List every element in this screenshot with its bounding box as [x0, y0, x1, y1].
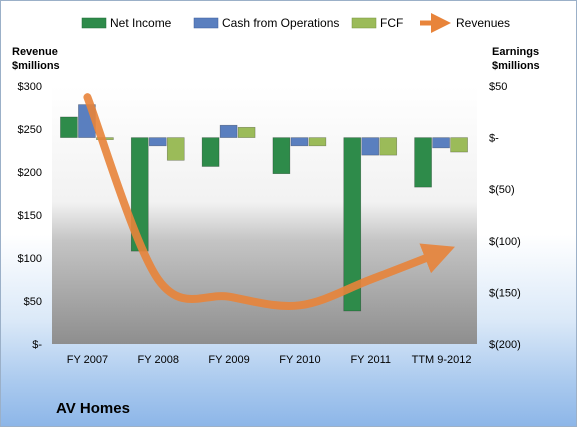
bar-net-income [343, 137, 362, 312]
bar-cash-from-operations [219, 124, 238, 138]
bar-fcf [237, 126, 256, 138]
right-tick-label: $50 [489, 81, 507, 93]
legend-swatch-cash-from-operations [193, 17, 219, 29]
legend-swatch-fcf [351, 17, 377, 29]
right-tick-label: $(150) [489, 287, 521, 299]
right-axis-title-line1: Earnings [492, 46, 539, 58]
bar-cash-from-operations [432, 137, 450, 149]
bar-net-income [414, 137, 432, 188]
chart-title: AV Homes [56, 400, 130, 417]
category-label: FY 2010 [279, 354, 320, 366]
bar-cash-from-operations [148, 137, 167, 147]
bar-fcf [450, 137, 468, 153]
category-label: FY 2009 [208, 354, 249, 366]
legend: Net Income Cash from Operations FCF Reve… [81, 13, 510, 33]
right-tick-label: $(100) [489, 236, 521, 248]
left-axis-title-line2: $millions [12, 60, 60, 72]
left-tick-label: $250 [18, 124, 42, 136]
bar-cash-from-operations [290, 137, 309, 147]
legend-label-fcf: FCF [380, 16, 403, 30]
right-tick-label: $- [489, 133, 499, 145]
bar-net-income [201, 137, 220, 167]
bar-fcf [308, 137, 327, 147]
legend-label-revenues: Revenues [456, 16, 510, 30]
left-axis-title-line1: Revenue [12, 46, 58, 58]
category-label: TTM 9-2012 [412, 354, 472, 366]
right-tick-label: $(50) [489, 184, 515, 196]
bar-net-income [272, 137, 291, 175]
bar-fcf [166, 137, 185, 161]
bar-fcf [379, 137, 398, 156]
legend-label-cash-from-operations: Cash from Operations [222, 16, 339, 30]
left-tick-label: $100 [18, 253, 42, 265]
left-tick-label: $- [32, 339, 42, 351]
category-label: FY 2011 [350, 354, 391, 366]
bar-cash-from-operations [361, 137, 380, 156]
right-tick-label: $(200) [489, 339, 521, 351]
category-label: FY 2008 [138, 354, 179, 366]
revenues-line [83, 93, 456, 310]
legend-label-net-income: Net Income [110, 16, 172, 30]
right-axis-title-line2: $millions [492, 60, 540, 72]
bar-net-income [60, 116, 78, 138]
left-tick-label: $150 [18, 210, 42, 222]
left-tick-label: $50 [24, 296, 42, 308]
left-tick-label: $200 [18, 167, 42, 179]
left-tick-label: $300 [18, 81, 42, 93]
category-label: FY 2007 [67, 354, 108, 366]
legend-swatch-net-income [81, 17, 107, 29]
